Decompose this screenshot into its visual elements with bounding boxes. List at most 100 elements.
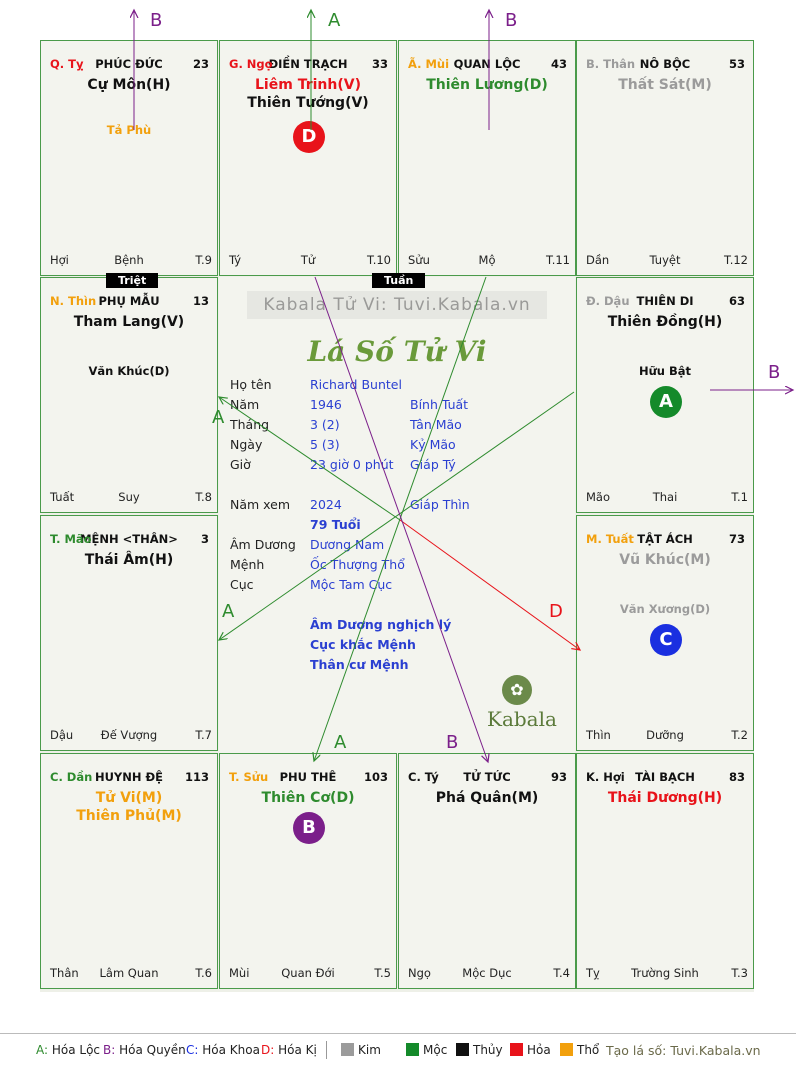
kabala-logo: ✿ Kabala <box>487 675 557 731</box>
palace-cycle: Sửu <box>408 253 430 267</box>
info-value: 3 (2) <box>310 417 340 432</box>
palace: PHU THÊ T. Sửu 103 Thiên Cơ(D) Mùi Quan Đới T.… <box>219 753 397 989</box>
palace-branch: K. Hợi <box>586 770 625 784</box>
chart-note: Âm Dương nghịch lý <box>310 617 452 632</box>
palace: THIÊN DI Đ. Dậu 63 Thiên Đồng(H) Hữu Bật Mão T… <box>576 277 754 513</box>
tuan-marker: Tuần <box>372 273 426 288</box>
palace-month: T.3 <box>731 966 748 980</box>
info-label: Cục <box>230 577 254 592</box>
info-label: Giờ <box>230 457 251 472</box>
palace: QUAN LỘC Ã. Mùi 43 Thiên Lương(D) Sửu Mộ T.11 <box>398 40 576 276</box>
palace-branch: T. Sửu <box>229 770 269 784</box>
transformation-badge: D <box>293 121 325 153</box>
palace-age: 23 <box>192 57 209 71</box>
palace-cycle: Dậu <box>50 728 74 742</box>
legend-element: Kim <box>341 1043 381 1057</box>
info-label: Tháng <box>230 417 270 432</box>
palace-branch: G. Ngọ <box>229 57 273 71</box>
palace-name: TẬT ÁCH <box>637 532 693 546</box>
palace-name: HUYNH ĐỆ <box>94 770 164 784</box>
palace-phase: Đế Vượng <box>100 728 158 742</box>
palace-name: MỆNH <THÂN> <box>80 532 178 546</box>
info-canchi: Giáp Thìn <box>410 497 470 512</box>
palace-branch: B. Thân <box>586 57 636 71</box>
info-label: Họ tên <box>230 377 272 392</box>
palace-phase: Mộ <box>478 253 496 267</box>
palace: MỆNH <THÂN> T. Mão 3 Thái Âm(H) Dậu Đế Vượng T… <box>40 515 218 751</box>
main-star: Thiên Phủ(M) <box>76 808 182 824</box>
palace-branch: N. Thìn <box>50 294 97 308</box>
arrow-label: A <box>212 407 225 428</box>
palace-cycle: Tỵ <box>586 966 600 980</box>
palace-phase: Quan Đới <box>281 966 335 980</box>
minor-star: Hữu Bật <box>638 364 692 378</box>
main-star: Cự Môn(H) <box>87 77 171 93</box>
palace: HUYNH ĐỆ C. Dần 113 Tử Vi(M) Thiên Phủ(M) Thâ… <box>40 753 218 989</box>
legend-text: Hóa Khoa <box>198 1043 260 1057</box>
arrow-label: D <box>549 601 563 622</box>
info-canchi: Bính Tuất <box>410 397 469 412</box>
arrow-label: B <box>446 732 459 753</box>
element-swatch <box>456 1043 469 1056</box>
info-label: Năm xem <box>230 497 291 512</box>
legend-credit: Tạo lá số: Tuvi.Kabala.vn <box>606 1043 761 1058</box>
main-star: Liêm Trinh(V) <box>255 77 361 93</box>
info-value: 79 Tuổi <box>310 517 361 532</box>
palace-month: T.4 <box>553 966 570 980</box>
palace: PHÚC ĐỨC Q. Tỵ 23 Cự Môn(H) Tả Phù Hợi Bệnh T.9 <box>40 40 218 276</box>
element-swatch <box>510 1043 523 1056</box>
legend-item: B: Hóa Quyền <box>103 1043 186 1057</box>
palace-name: PHÚC ĐỨC <box>95 57 163 71</box>
main-star: Thái Dương(H) <box>607 790 723 806</box>
info-value: Richard Buntel <box>310 377 402 392</box>
palace-phase: Lâm Quan <box>99 966 159 980</box>
info-canchi: Tân Mão <box>410 417 462 432</box>
palace-age: 53 <box>728 57 745 71</box>
palace-month: T.6 <box>195 966 212 980</box>
palace: NÔ BỘC B. Thân 53 Thất Sát(M) Dần Tuyệt T.12 <box>576 40 754 276</box>
arrow-label: B <box>150 10 163 31</box>
palace-month: T.12 <box>724 253 748 267</box>
arrow-label: B <box>505 10 518 31</box>
palace-branch: Q. Tỵ <box>50 57 84 71</box>
element-text: Thổ <box>577 1043 600 1057</box>
palace-cycle: Mùi <box>229 966 250 980</box>
legend-text: Hóa Quyền <box>115 1043 186 1057</box>
element-swatch <box>560 1043 573 1056</box>
legend-text: Hóa Kị <box>274 1043 317 1057</box>
palace-month: T.10 <box>367 253 391 267</box>
palace-age: 103 <box>363 770 388 784</box>
arrow-label: A <box>328 10 341 31</box>
info-label: Mệnh <box>230 557 265 572</box>
palace: PHỤ MẪU N. Thìn 13 Tham Lang(V) Văn Khúc(D) T… <box>40 277 218 513</box>
legend-text: Hóa Lộc <box>48 1043 101 1057</box>
palace-month: T.5 <box>374 966 391 980</box>
palace-phase: Thai <box>652 490 678 504</box>
palace-age: 63 <box>728 294 745 308</box>
palace-branch: C. Dần <box>50 770 93 784</box>
palace-cycle: Tuất <box>50 490 75 504</box>
palace-branch: M. Tuất <box>586 532 634 546</box>
palace-branch: C. Tý <box>408 770 439 784</box>
info-value: 1946 <box>310 397 342 412</box>
palace-name: QUAN LỘC <box>453 57 521 71</box>
minor-star: Tả Phù <box>106 123 152 137</box>
palace-phase: Tuyệt <box>649 253 681 267</box>
palace-age: 83 <box>728 770 745 784</box>
chart-note: Cục khắc Mệnh <box>310 637 416 652</box>
chart-note: Thân cư Mệnh <box>310 657 409 672</box>
site-banner: Kabala Tử Vi: Tuvi.Kabala.vn <box>247 291 547 319</box>
palace: TÀI BẠCH K. Hợi 83 Thái Dương(H) Tỵ Trường Si… <box>576 753 754 989</box>
info-value: 2024 <box>310 497 342 512</box>
palace-branch: Đ. Dậu <box>586 294 630 308</box>
arrow-label: B <box>768 362 781 383</box>
palace-month: T.7 <box>195 728 212 742</box>
legend-key: A: <box>36 1043 49 1057</box>
main-star: Tham Lang(V) <box>73 314 185 330</box>
legend-element: Mộc <box>406 1043 447 1057</box>
palace-cycle: Tý <box>229 253 242 267</box>
palace-cycle: Ngọ <box>408 966 431 980</box>
palace-name: ĐIỀN TRẠCH <box>268 57 348 71</box>
legend-key: B: <box>103 1043 116 1057</box>
palace: TẬT ÁCH M. Tuất 73 Vũ Khúc(M) Văn Xương(D) Th… <box>576 515 754 751</box>
